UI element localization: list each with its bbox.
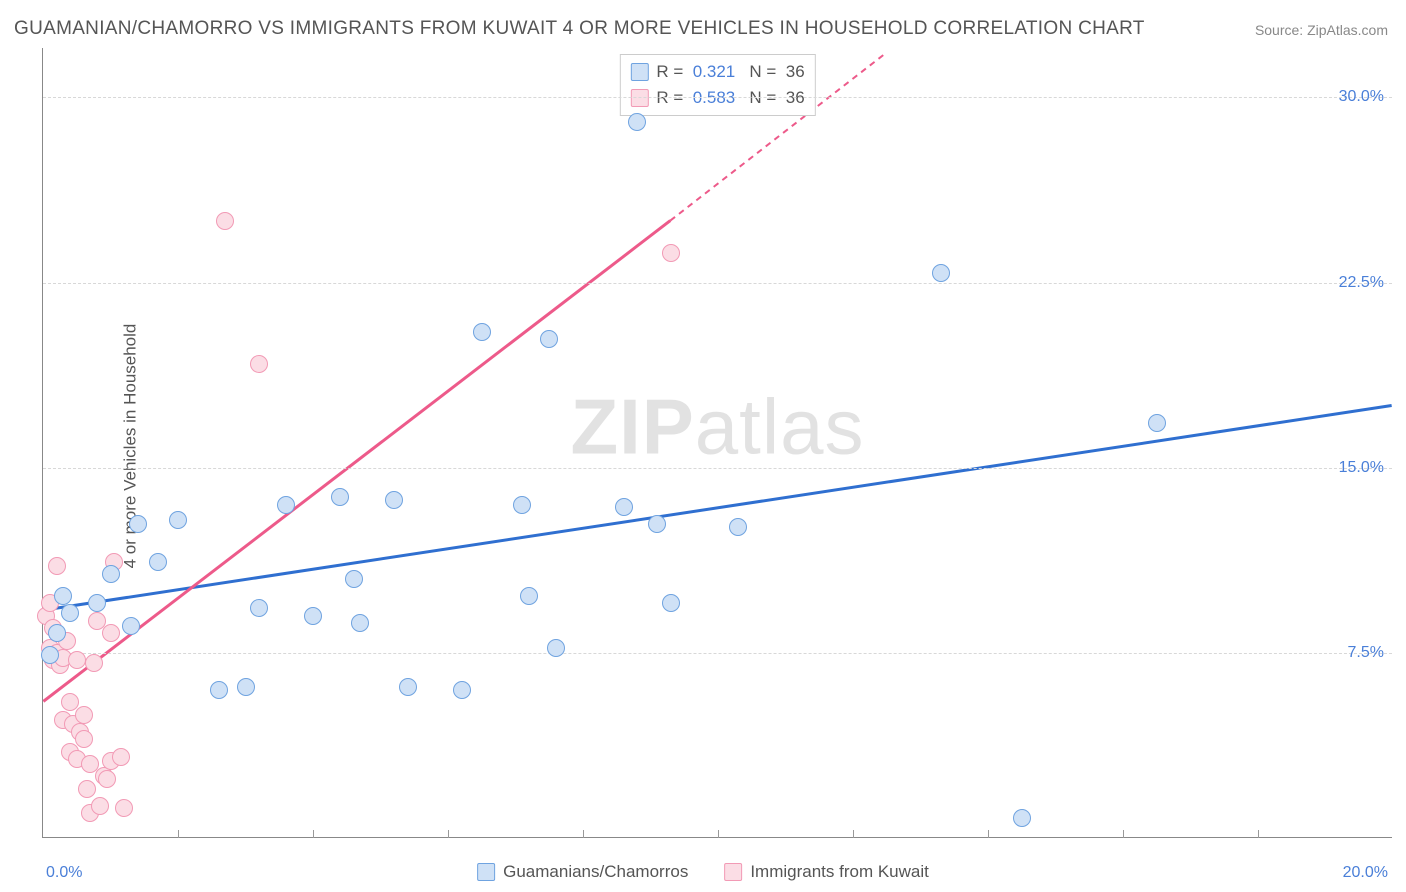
scatter-point-blue bbox=[149, 553, 167, 571]
x-axis-tick-max: 20.0% bbox=[1343, 864, 1388, 882]
regression-lines-layer bbox=[43, 48, 1392, 837]
scatter-point-pink bbox=[102, 624, 120, 642]
x-minor-tick bbox=[178, 830, 179, 838]
scatter-point-blue bbox=[102, 565, 120, 583]
scatter-point-blue bbox=[513, 496, 531, 514]
scatter-point-blue bbox=[129, 515, 147, 533]
legend-label: Guamanians/Chamorros bbox=[503, 862, 688, 882]
scatter-point-blue bbox=[277, 496, 295, 514]
scatter-point-blue bbox=[648, 515, 666, 533]
scatter-point-blue bbox=[540, 330, 558, 348]
x-minor-tick bbox=[448, 830, 449, 838]
scatter-point-blue bbox=[122, 617, 140, 635]
correlation-legend: R = 0.321 N = 36R = 0.583 N = 36 bbox=[619, 54, 815, 116]
scatter-point-blue bbox=[41, 646, 59, 664]
scatter-point-pink bbox=[115, 799, 133, 817]
scatter-point-pink bbox=[216, 212, 234, 230]
scatter-point-blue bbox=[210, 681, 228, 699]
x-minor-tick bbox=[853, 830, 854, 838]
gridline bbox=[43, 283, 1392, 284]
scatter-point-blue bbox=[345, 570, 363, 588]
watermark: ZIPatlas bbox=[570, 381, 864, 472]
chart-title: GUAMANIAN/CHAMORRO VS IMMIGRANTS FROM KU… bbox=[14, 18, 1145, 40]
scatter-point-blue bbox=[729, 518, 747, 536]
source-attribution: Source: ZipAtlas.com bbox=[1255, 22, 1388, 38]
scatter-point-blue bbox=[351, 614, 369, 632]
scatter-point-blue bbox=[169, 511, 187, 529]
y-axis-tick: 7.5% bbox=[1348, 644, 1384, 662]
legend-swatch bbox=[630, 63, 648, 81]
scatter-point-blue bbox=[1013, 809, 1031, 827]
series-legend-item: Immigrants from Kuwait bbox=[724, 862, 929, 882]
gridline bbox=[43, 653, 1392, 654]
scatter-point-pink bbox=[85, 654, 103, 672]
scatter-point-blue bbox=[250, 599, 268, 617]
y-axis-tick: 15.0% bbox=[1339, 459, 1384, 477]
scatter-point-blue bbox=[932, 264, 950, 282]
legend-text: R = 0.321 N = 36 bbox=[656, 59, 804, 85]
scatter-point-blue bbox=[473, 323, 491, 341]
scatter-point-blue bbox=[520, 587, 538, 605]
y-axis-tick: 30.0% bbox=[1339, 88, 1384, 106]
scatter-point-pink bbox=[250, 355, 268, 373]
scatter-point-blue bbox=[54, 587, 72, 605]
y-axis-tick: 22.5% bbox=[1339, 274, 1384, 292]
scatter-point-pink bbox=[75, 706, 93, 724]
correlation-legend-row: R = 0.321 N = 36 bbox=[630, 59, 804, 85]
scatter-point-blue bbox=[547, 639, 565, 657]
legend-label: Immigrants from Kuwait bbox=[750, 862, 929, 882]
scatter-point-pink bbox=[98, 770, 116, 788]
scatter-point-blue bbox=[304, 607, 322, 625]
series-legend-item: Guamanians/Chamorros bbox=[477, 862, 688, 882]
scatter-point-blue bbox=[61, 604, 79, 622]
scatter-point-blue bbox=[48, 624, 66, 642]
x-axis-tick-min: 0.0% bbox=[46, 864, 82, 882]
scatter-point-blue bbox=[615, 498, 633, 516]
scatter-point-blue bbox=[331, 488, 349, 506]
x-minor-tick bbox=[583, 830, 584, 838]
plot-area: ZIPatlas R = 0.321 N = 36R = 0.583 N = 3… bbox=[42, 48, 1392, 838]
legend-swatch bbox=[724, 863, 742, 881]
series-legend: Guamanians/Chamorros Immigrants from Kuwa… bbox=[477, 862, 929, 882]
scatter-point-blue bbox=[1148, 414, 1166, 432]
x-minor-tick bbox=[1258, 830, 1259, 838]
x-minor-tick bbox=[988, 830, 989, 838]
scatter-point-blue bbox=[385, 491, 403, 509]
scatter-point-pink bbox=[662, 244, 680, 262]
legend-swatch bbox=[477, 863, 495, 881]
x-minor-tick bbox=[1123, 830, 1124, 838]
scatter-point-blue bbox=[399, 678, 417, 696]
scatter-point-blue bbox=[237, 678, 255, 696]
scatter-point-blue bbox=[88, 594, 106, 612]
scatter-point-pink bbox=[91, 797, 109, 815]
gridline bbox=[43, 468, 1392, 469]
scatter-point-blue bbox=[628, 113, 646, 131]
scatter-point-pink bbox=[75, 730, 93, 748]
scatter-point-pink bbox=[112, 748, 130, 766]
scatter-point-blue bbox=[662, 594, 680, 612]
x-minor-tick bbox=[313, 830, 314, 838]
scatter-point-pink bbox=[78, 780, 96, 798]
gridline bbox=[43, 97, 1392, 98]
scatter-point-pink bbox=[48, 557, 66, 575]
scatter-point-blue bbox=[453, 681, 471, 699]
x-minor-tick bbox=[718, 830, 719, 838]
scatter-point-pink bbox=[68, 651, 86, 669]
